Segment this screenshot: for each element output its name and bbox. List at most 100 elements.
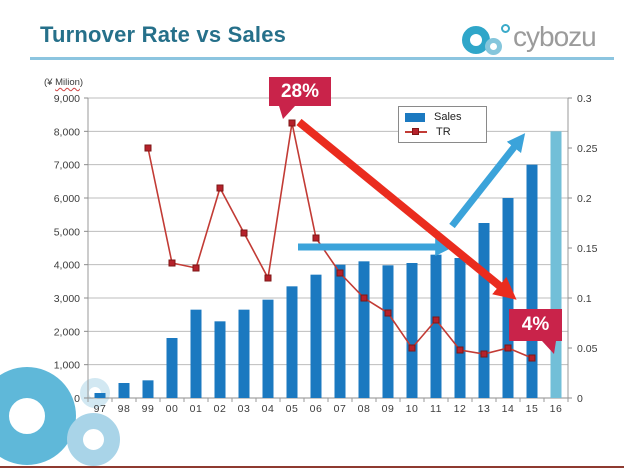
logo-wordmark: cybozu	[513, 21, 597, 52]
tr-line	[147, 122, 533, 359]
tr-marker-05	[288, 119, 296, 127]
bar-11	[430, 254, 442, 398]
logo-degree-mark-icon	[501, 24, 510, 33]
x-label-04: 04	[262, 403, 275, 415]
left-axis-label-8,000: 8,000	[54, 126, 80, 138]
tr-marker-03	[240, 229, 248, 237]
bar-09	[382, 265, 394, 398]
tr-marker-15	[528, 354, 536, 362]
page-title: Turnover Rate vs Sales	[40, 22, 287, 47]
tr-marker-01	[192, 264, 200, 272]
bar-01	[190, 309, 202, 398]
legend-label-sales: Sales	[434, 111, 462, 123]
tr-marker-08	[360, 294, 368, 302]
title-underline	[30, 57, 614, 60]
right-axis-label-0.2: 0.2	[577, 193, 592, 205]
x-label-11: 11	[430, 403, 442, 415]
bar-12	[454, 258, 466, 398]
x-label-13: 13	[478, 403, 491, 415]
tr-marker-13	[480, 350, 488, 358]
x-label-09: 09	[382, 403, 395, 415]
x-label-02: 02	[214, 403, 227, 415]
left-axis-label-3,000: 3,000	[54, 293, 80, 305]
logo-small-circle-icon	[485, 38, 502, 55]
bar-03	[238, 309, 250, 398]
tr-marker-99	[144, 144, 152, 152]
arrow-tr-decline	[296, 118, 517, 300]
callout-peak-text: 28%	[280, 80, 320, 102]
tr-marker-06	[312, 234, 320, 242]
right-axis-label-0.05: 0.05	[577, 343, 598, 355]
tr-marker-14	[504, 344, 512, 352]
bar-04	[262, 299, 274, 398]
x-label-99: 99	[142, 403, 155, 415]
bar-14	[502, 198, 514, 398]
tr-marker-02	[216, 184, 224, 192]
legend-item-tr: TR	[405, 126, 480, 138]
x-label-12: 12	[454, 403, 467, 415]
callout-latest-tail	[542, 341, 556, 354]
callout-peak-28-percent: 28%	[269, 77, 331, 119]
right-axis-label-0: 0	[577, 393, 583, 405]
left-axis-label-9,000: 9,000	[54, 93, 80, 105]
bar-00	[166, 338, 178, 398]
x-label-01: 01	[190, 403, 203, 415]
tr-marker-10	[408, 344, 416, 352]
callout-latest-4-percent: 4%	[509, 309, 562, 354]
x-label-03: 03	[238, 403, 251, 415]
x-label-15: 15	[526, 403, 539, 415]
bar-16	[550, 131, 562, 399]
x-label-06: 06	[310, 403, 323, 415]
right-axis-label-0.25: 0.25	[577, 143, 598, 155]
left-axis-label-1,000: 1,000	[54, 360, 80, 372]
bar-10	[406, 263, 418, 398]
tr-marker-04	[264, 274, 272, 282]
x-label-10: 10	[406, 403, 419, 415]
right-axis-label-0.1: 0.1	[577, 293, 592, 305]
left-axis-label-2,000: 2,000	[54, 326, 80, 338]
bar-07	[334, 264, 346, 398]
bar-06	[310, 274, 322, 398]
bar-98	[118, 383, 130, 398]
tr-swatch-icon	[405, 128, 427, 135]
callout-peak-tail	[279, 106, 295, 119]
tr-marker-00	[168, 259, 176, 267]
x-label-07: 07	[334, 403, 347, 415]
decorative-ring-medium	[67, 413, 120, 466]
arrow-sales-growth	[449, 133, 526, 229]
legend-item-sales: Sales	[405, 111, 480, 123]
left-axis-label-6,000: 6,000	[54, 193, 80, 205]
bar-13	[478, 223, 490, 398]
legend-label-tr: TR	[436, 126, 451, 138]
tr-marker-11	[432, 316, 440, 324]
right-axis-label-0.15: 0.15	[577, 243, 598, 255]
tr-marker-07	[336, 269, 344, 277]
sales-swatch-icon	[405, 112, 425, 122]
x-label-05: 05	[286, 403, 299, 415]
unit-prefix: (¥	[44, 77, 56, 88]
x-label-08: 08	[358, 403, 371, 415]
decorative-ring-large	[0, 367, 76, 465]
chart-legend: Sales TR	[398, 106, 487, 143]
x-label-16: 16	[550, 403, 563, 415]
bar-99	[142, 380, 154, 398]
unit-suffix: )	[79, 77, 84, 88]
bar-05	[286, 286, 298, 398]
x-label-14: 14	[502, 403, 515, 415]
unit-word: Milion	[55, 77, 80, 88]
tr-marker-09	[384, 309, 392, 317]
right-axis-label-0.3: 0.3	[577, 93, 592, 105]
tr-marker-12	[456, 346, 464, 354]
bar-15	[526, 164, 538, 398]
x-label-00: 00	[166, 403, 179, 415]
callout-latest-text: 4%	[521, 314, 550, 335]
left-axis-unit-label: (¥ Milion)	[44, 77, 83, 88]
left-axis-label-7,000: 7,000	[54, 160, 80, 172]
left-axis-label-5,000: 5,000	[54, 226, 80, 238]
bar-08	[358, 261, 370, 398]
bar-02	[214, 321, 226, 398]
logo-circle-icon	[462, 26, 490, 54]
left-axis-label-4,000: 4,000	[54, 260, 80, 272]
decorative-ring-faint	[80, 378, 110, 408]
